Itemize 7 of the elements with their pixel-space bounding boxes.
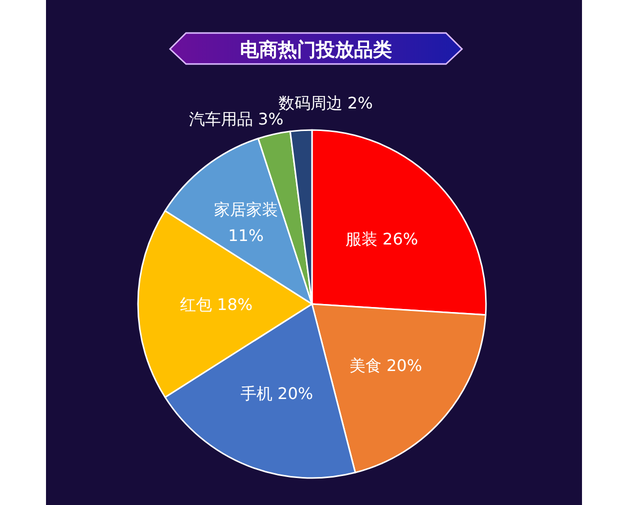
slice-label: 服装 26%	[345, 229, 418, 248]
data-label: 11%	[228, 226, 264, 245]
chart-title: 电商热门投放品类	[240, 39, 392, 61]
slice-label: 手机 20%	[240, 384, 314, 403]
slice-label: 家居家装	[214, 200, 278, 219]
slice-label: 美食 20%	[349, 356, 422, 375]
slice-label: 红包 18%	[180, 295, 253, 314]
